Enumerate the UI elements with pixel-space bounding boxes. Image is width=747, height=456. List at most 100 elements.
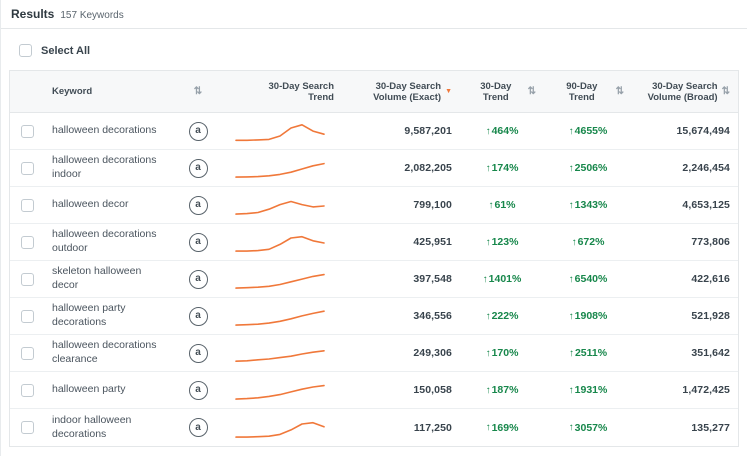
up-arrow-icon: ↑ — [569, 311, 574, 322]
column-header-volume-broad[interactable]: 30-Day Search Volume (Broad) ⇅ — [632, 77, 738, 107]
row-checkbox[interactable] — [21, 236, 34, 249]
trend-30-cell: ↑187% — [460, 380, 544, 400]
column-header-trend-90[interactable]: 90-Day Trend ⇅ — [544, 77, 632, 107]
results-title: Results — [11, 7, 54, 21]
amazon-icon[interactable]: a — [189, 196, 208, 215]
up-arrow-icon: ↑ — [572, 237, 577, 248]
column-header-keyword-sort[interactable]: ⇅ — [172, 83, 224, 101]
amazon-link-cell: a — [172, 377, 224, 404]
row-checkbox-cell — [10, 343, 44, 364]
amazon-link-cell: a — [172, 192, 224, 219]
column-header-volume-exact[interactable]: 30-Day Search Volume (Exact) ▼ — [342, 77, 460, 107]
trend-30-cell: ↑464% — [460, 121, 544, 141]
broad-volume-value: 4,653,125 — [682, 199, 730, 211]
table-body: halloween decorations a 9,587,201 ↑464% … — [10, 113, 738, 446]
amazon-link-cell: a — [172, 118, 224, 145]
sort-arrows-icon[interactable]: ⇅ — [194, 87, 202, 97]
column-header-trend-90-label: 90-Day Trend — [552, 81, 612, 103]
trend-90-value: 1931% — [575, 384, 608, 396]
keyword-cell: skeleton halloween decor — [44, 261, 172, 296]
row-checkbox-cell — [10, 417, 44, 438]
amazon-icon[interactable]: a — [189, 418, 208, 437]
sparkline-chart — [232, 302, 328, 330]
sort-arrows-icon[interactable]: ⇅ — [616, 87, 624, 97]
header-checkbox-spacer — [10, 88, 44, 96]
search-trend-cell — [224, 150, 342, 186]
table-row: skeleton halloween decor a 397,548 ↑1401… — [10, 261, 738, 298]
search-trend-cell — [224, 298, 342, 334]
sort-descending-active-icon[interactable]: ▼ — [445, 88, 452, 95]
volume-broad-cell: 4,653,125 — [632, 195, 738, 215]
keyword-cell: indoor halloween decorations — [44, 410, 172, 445]
keyword-cell: halloween party decorations — [44, 298, 172, 333]
trend-30-cell: ↑174% — [460, 158, 544, 178]
select-all-checkbox[interactable] — [19, 44, 32, 57]
trend-90-value: 672% — [578, 236, 605, 248]
amazon-icon[interactable]: a — [189, 307, 208, 326]
amazon-link-cell: a — [172, 303, 224, 330]
sort-arrows-icon[interactable]: ⇅ — [722, 87, 730, 97]
row-checkbox[interactable] — [21, 199, 34, 212]
sparkline-chart — [232, 154, 328, 182]
exact-volume-value: 425,951 — [413, 236, 452, 248]
trend-30-value: 123% — [492, 236, 519, 248]
results-header: Results 157 Keywords — [1, 0, 747, 29]
exact-volume-value: 397,548 — [413, 273, 452, 285]
row-checkbox[interactable] — [21, 162, 34, 175]
row-checkbox[interactable] — [21, 421, 34, 434]
amazon-link-cell: a — [172, 414, 224, 441]
trend-30-cell: ↑1401% — [460, 269, 544, 289]
trend-30-value: 1401% — [489, 273, 522, 285]
row-checkbox[interactable] — [21, 273, 34, 286]
row-checkbox-cell — [10, 195, 44, 216]
table-row: halloween decorations indoor a 2,082,205… — [10, 150, 738, 187]
row-checkbox[interactable] — [21, 347, 34, 360]
up-arrow-icon: ↑ — [569, 422, 574, 433]
up-arrow-icon: ↑ — [486, 422, 491, 433]
trend-90-cell: ↑6540% — [544, 269, 632, 289]
column-header-volume-exact-label: 30-Day Search Volume (Exact) — [355, 81, 441, 103]
amazon-icon[interactable]: a — [189, 381, 208, 400]
column-header-search-trend[interactable]: 30-Day Search Trend — [224, 77, 342, 107]
amazon-icon[interactable]: a — [189, 344, 208, 363]
volume-broad-cell: 422,616 — [632, 269, 738, 289]
row-checkbox[interactable] — [21, 384, 34, 397]
up-arrow-icon: ↑ — [569, 385, 574, 396]
trend-90-value: 2506% — [575, 162, 608, 174]
keyword-cell: halloween decor — [44, 194, 172, 216]
row-checkbox-cell — [10, 232, 44, 253]
column-header-trend-30[interactable]: 30-Day Trend ⇅ — [460, 77, 544, 107]
keyword-label: halloween party decorations — [52, 302, 164, 329]
amazon-icon[interactable]: a — [189, 122, 208, 141]
keyword-label: halloween decorations outdoor — [52, 228, 164, 255]
row-checkbox-cell — [10, 121, 44, 142]
volume-exact-cell: 425,951 — [342, 232, 460, 252]
table-row: halloween decorations outdoor a 425,951 … — [10, 224, 738, 261]
trend-90-value: 2511% — [575, 347, 607, 359]
select-all-label: Select All — [41, 45, 90, 57]
keyword-label: skeleton halloween decor — [52, 265, 164, 292]
trend-90-cell: ↑1343% — [544, 195, 632, 215]
trend-30-value: 170% — [492, 347, 519, 359]
exact-volume-value: 346,556 — [413, 310, 452, 322]
trend-90-value: 1343% — [575, 199, 608, 211]
row-checkbox[interactable] — [21, 125, 34, 138]
amazon-icon[interactable]: a — [189, 270, 208, 289]
row-checkbox-cell — [10, 158, 44, 179]
trend-90-value: 3057% — [575, 422, 608, 434]
sort-arrows-icon[interactable]: ⇅ — [528, 87, 536, 97]
amazon-icon[interactable]: a — [189, 233, 208, 252]
up-arrow-icon: ↑ — [569, 274, 574, 285]
column-header-keyword[interactable]: Keyword — [44, 82, 172, 101]
volume-broad-cell: 135,277 — [632, 418, 738, 438]
amazon-icon[interactable]: a — [189, 159, 208, 178]
volume-broad-cell: 15,674,494 — [632, 121, 738, 141]
sparkline-chart — [232, 339, 328, 367]
volume-exact-cell: 346,556 — [342, 306, 460, 326]
keyword-cell: halloween decorations clearance — [44, 335, 172, 370]
row-checkbox[interactable] — [21, 310, 34, 323]
trend-90-cell: ↑2506% — [544, 158, 632, 178]
search-trend-cell — [224, 410, 342, 446]
search-trend-cell — [224, 113, 342, 149]
volume-exact-cell: 2,082,205 — [342, 158, 460, 178]
